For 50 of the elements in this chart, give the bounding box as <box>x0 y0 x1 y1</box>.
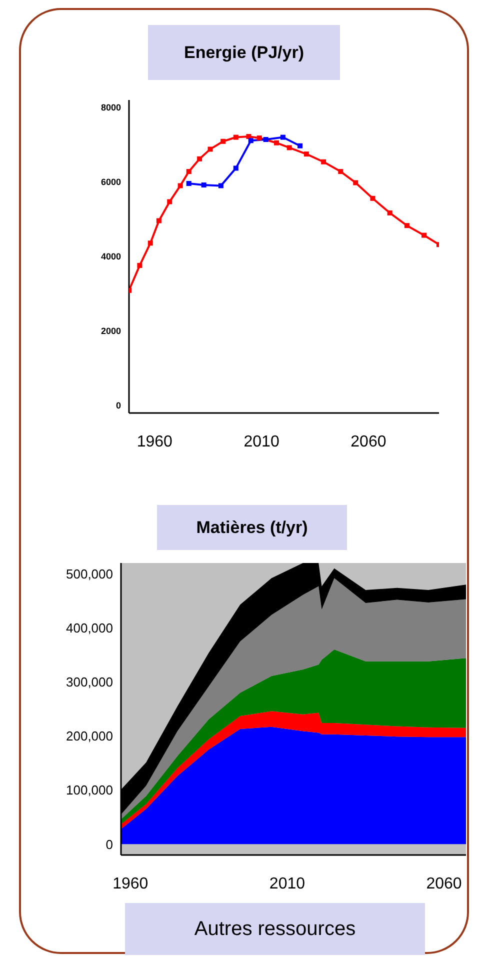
point <box>208 146 213 152</box>
point <box>286 145 292 150</box>
y-tick-label: 2000 <box>100 326 121 336</box>
point <box>220 138 226 144</box>
point <box>186 180 192 186</box>
x-tick-label: 2060 <box>350 433 386 450</box>
point <box>298 143 303 148</box>
y-tick-label: 0 <box>116 400 121 411</box>
x-tick-label: 2010 <box>244 433 280 450</box>
point <box>197 156 202 162</box>
point <box>353 180 358 186</box>
y-tick-label: 200,000 <box>66 728 113 744</box>
x-tick-label: 1960 <box>112 875 148 892</box>
point <box>156 218 162 224</box>
point <box>338 169 344 174</box>
point <box>246 134 252 140</box>
point <box>233 166 238 171</box>
point <box>178 183 183 188</box>
y-tick-label: 400,000 <box>66 620 113 636</box>
point <box>256 136 262 141</box>
point <box>148 240 153 246</box>
y-tick-label: 100,000 <box>66 782 113 798</box>
y-tick-label: 6000 <box>100 177 121 188</box>
point <box>422 232 427 238</box>
y-tick-label: 8000 <box>100 102 121 113</box>
point <box>233 134 238 140</box>
chart-title: Energie (PJ/yr) <box>148 25 340 80</box>
point <box>263 137 268 142</box>
x-tick-label: 1960 <box>136 433 173 450</box>
point <box>167 199 172 204</box>
point <box>248 138 254 144</box>
point <box>186 169 192 174</box>
y-tick-label: 0 <box>106 836 113 852</box>
point <box>304 152 309 157</box>
x-tick-label: 2060 <box>426 875 462 892</box>
y-tick-label: 500,000 <box>66 566 113 582</box>
x-tick-label: 2010 <box>269 875 306 892</box>
point <box>274 140 280 146</box>
point <box>387 210 392 216</box>
point <box>321 159 326 164</box>
text: Autres ressources <box>125 903 425 955</box>
point <box>201 182 206 188</box>
point <box>137 262 142 268</box>
y-tick-label: 300,000 <box>66 674 113 690</box>
y-tick-label: 4000 <box>100 252 121 262</box>
point <box>370 196 376 201</box>
point <box>404 223 410 228</box>
point <box>280 134 286 140</box>
point <box>218 183 224 188</box>
chart-title: Matières (t/yr) <box>157 505 347 550</box>
